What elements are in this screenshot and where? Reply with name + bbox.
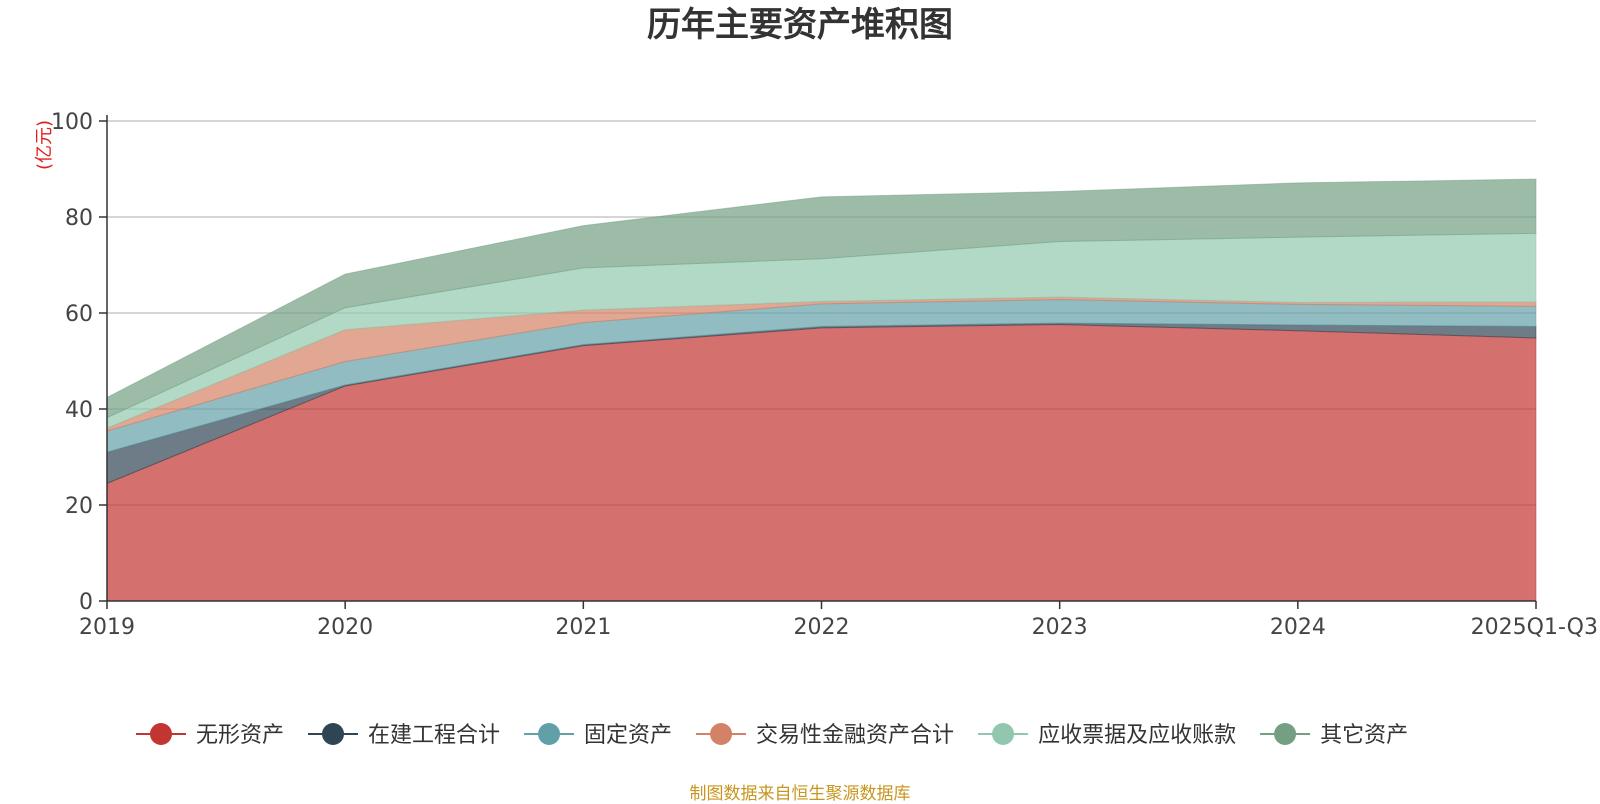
- x-axis-ticks: 2019 2020 2021 2022 2023 2024 2025Q1-Q3: [79, 601, 1598, 640]
- legend-label-1: 在建工程合计: [368, 723, 500, 748]
- legend-label-0: 无形资产: [196, 723, 284, 748]
- y-tick-label-0: 0: [79, 590, 93, 615]
- y-tick-label-2: 40: [65, 398, 93, 423]
- x-tick-label-5: 2024: [1270, 615, 1326, 640]
- y-unit-label: (亿元): [34, 120, 55, 170]
- source-footer: 制图数据来自恒生聚源数据库: [689, 784, 911, 804]
- legend-item-5[interactable]: 其它资产: [1260, 723, 1408, 748]
- y-tick-label-1: 20: [65, 494, 93, 519]
- legend-marker-3: [710, 723, 733, 745]
- legend-item-2[interactable]: 固定资产: [524, 723, 672, 748]
- y-tick-label-3: 60: [65, 302, 93, 327]
- y-axis-ticks: 0 20 40 60 80 100: [51, 110, 107, 615]
- legend-label-5: 其它资产: [1320, 723, 1408, 748]
- legend-marker-0: [150, 723, 172, 745]
- x-tick-label-0: 2019: [79, 615, 135, 640]
- legend-item-0[interactable]: 无形资产: [136, 723, 284, 748]
- area-series: [106, 178, 1537, 602]
- legend-marker-5: [1274, 723, 1297, 745]
- x-tick-label-2: 2021: [555, 615, 611, 640]
- y-tick-label-5: 100: [51, 110, 93, 135]
- legend-marker-4: [992, 723, 1015, 745]
- legend-item-3[interactable]: 交易性金融资产合计: [696, 723, 954, 748]
- chart-title: 历年主要资产堆积图: [647, 5, 953, 45]
- x-tick-label-3: 2022: [794, 615, 850, 640]
- legend[interactable]: 无形资产 在建工程合计 固定资产 交易性金融资产合计 应收票据及应收账款 其它资产: [136, 723, 1408, 748]
- x-tick-label-1: 2020: [317, 615, 373, 640]
- y-tick-label-4: 80: [65, 206, 93, 231]
- legend-label-3: 交易性金融资产合计: [756, 723, 954, 748]
- legend-marker-1: [322, 723, 345, 745]
- x-tick-label-4: 2023: [1032, 615, 1088, 640]
- area-series-5: [106, 178, 1537, 419]
- x-tick-label-6: 2025Q1-Q3: [1471, 615, 1598, 640]
- legend-label-4: 应收票据及应收账款: [1038, 723, 1236, 748]
- legend-label-2: 固定资产: [584, 723, 672, 748]
- legend-item-4[interactable]: 应收票据及应收账款: [978, 723, 1236, 748]
- legend-marker-2: [538, 723, 561, 745]
- legend-item-1[interactable]: 在建工程合计: [308, 723, 500, 748]
